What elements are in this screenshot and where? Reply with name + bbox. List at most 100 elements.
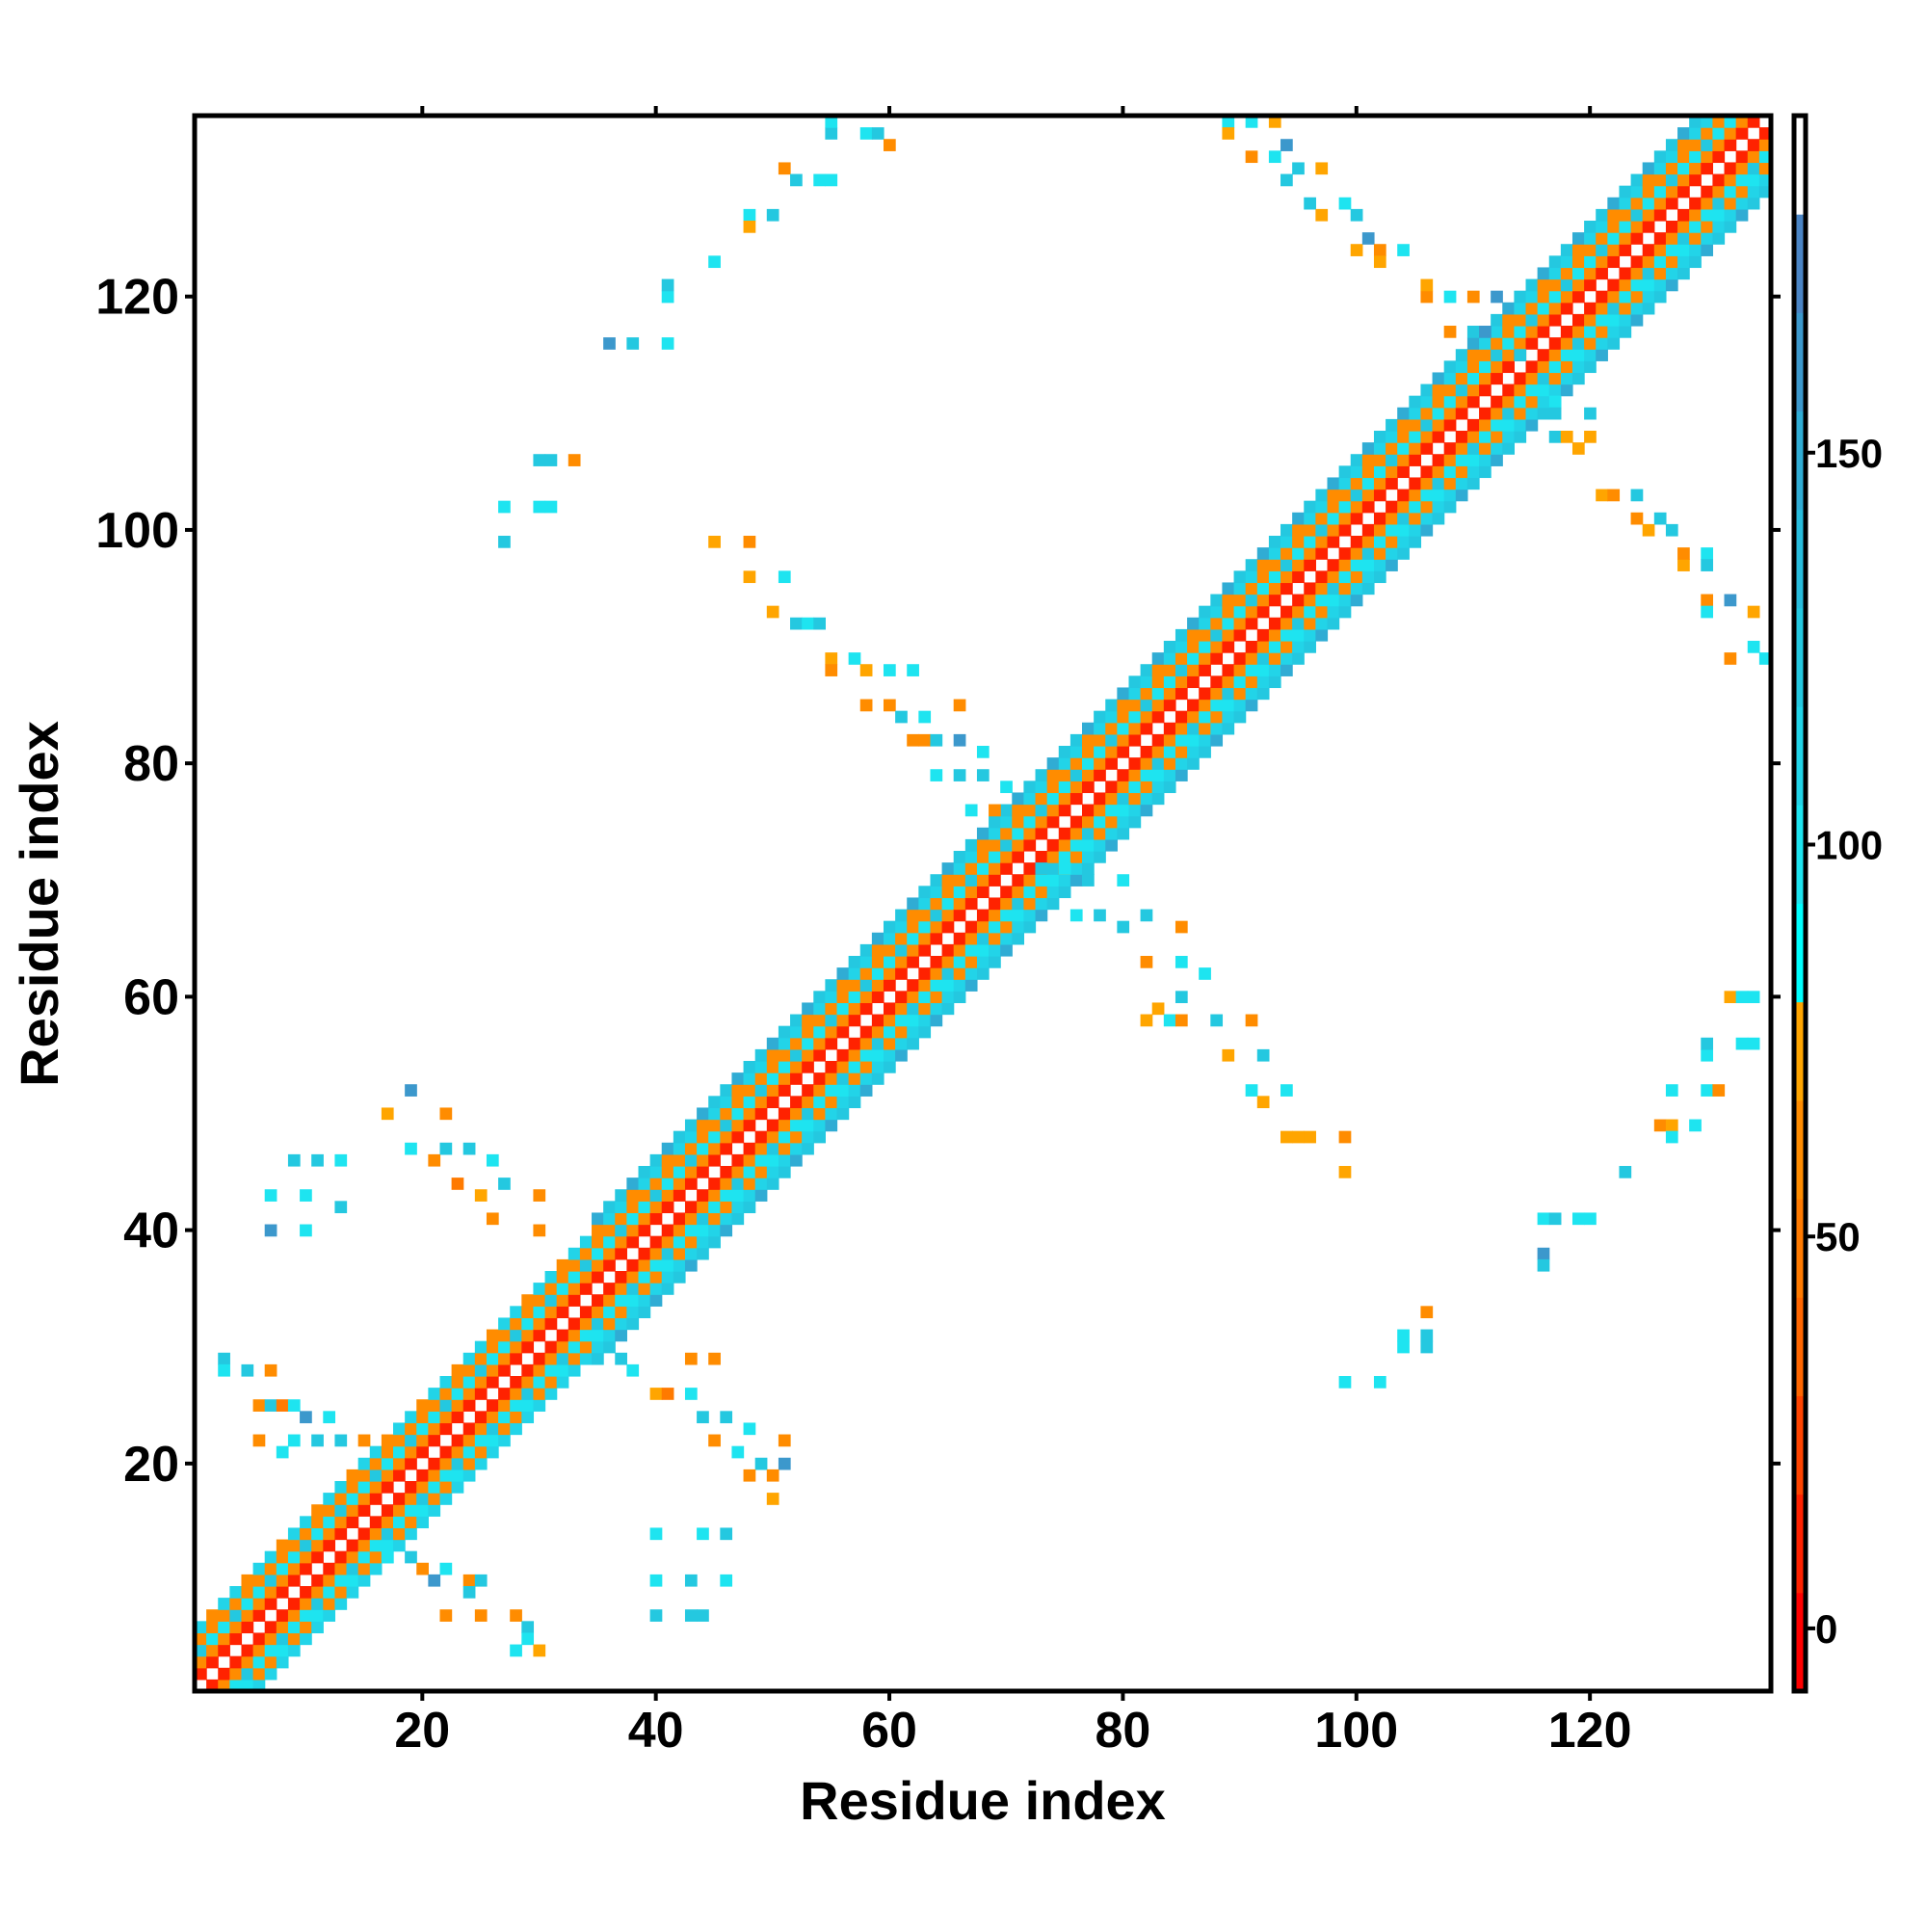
heatmap-cell	[1338, 582, 1352, 595]
heatmap-cell	[462, 1586, 476, 1599]
heatmap-cell	[1653, 255, 1667, 269]
heatmap-cell	[556, 1294, 569, 1307]
heatmap-cell	[1514, 372, 1527, 385]
heatmap-cell	[252, 1667, 266, 1681]
heatmap-cell	[825, 1061, 838, 1073]
heatmap-cell	[1280, 652, 1293, 665]
heatmap-cell	[1268, 675, 1281, 689]
heatmap-cell	[1665, 185, 1678, 198]
heatmap-cell	[521, 1621, 535, 1634]
heatmap-cell	[1455, 349, 1468, 361]
heatmap-cell	[568, 1329, 581, 1342]
heatmap-cell	[323, 1586, 336, 1599]
heatmap-cell	[778, 1130, 791, 1144]
heatmap-cell	[1560, 326, 1573, 338]
heatmap-cell	[1642, 302, 1655, 315]
heatmap-cell	[206, 1655, 219, 1669]
heatmap-cell	[1479, 360, 1491, 374]
heatmap-cell	[754, 1166, 768, 1178]
heatmap-cell	[708, 1189, 721, 1202]
heatmap-cell	[533, 1376, 546, 1389]
heatmap-cell	[1035, 792, 1048, 806]
heatmap-cell	[300, 1189, 312, 1202]
heatmap-cell	[1069, 815, 1083, 829]
heatmap-cell	[1046, 897, 1060, 911]
heatmap-cell	[416, 1399, 429, 1412]
heatmap-cell	[1350, 512, 1363, 525]
heatmap-cell	[264, 1586, 277, 1599]
heatmap-cell	[1280, 173, 1293, 187]
heatmap-cell	[1735, 197, 1749, 210]
heatmap-cell	[276, 1399, 289, 1412]
heatmap-cell	[720, 1119, 733, 1132]
heatmap-cell	[334, 1527, 348, 1541]
heatmap-cell	[1069, 838, 1083, 852]
heatmap-cell	[1315, 208, 1329, 222]
heatmap-cell	[964, 838, 978, 852]
heatmap-cell	[1012, 838, 1025, 852]
heatmap-cell	[1199, 641, 1211, 653]
heatmap-cell	[1571, 349, 1585, 361]
heatmap-cell	[428, 1481, 441, 1494]
heatmap-cell	[638, 1283, 651, 1295]
heatmap-cell	[1128, 733, 1142, 747]
heatmap-cell	[1432, 395, 1445, 409]
heatmap-cell	[1584, 313, 1597, 327]
heatmap-cell	[790, 1142, 803, 1155]
heatmap-cell	[720, 1166, 733, 1178]
heatmap-cell	[1361, 477, 1375, 490]
heatmap-cell	[1000, 838, 1013, 852]
heatmap-cell	[252, 1399, 266, 1412]
heatmap-cell	[1069, 862, 1083, 875]
heatmap-cell	[1386, 418, 1398, 432]
heatmap-cell	[1373, 454, 1386, 466]
heatmap-cell	[825, 1037, 838, 1050]
heatmap-cell	[1724, 116, 1737, 128]
heatmap-cell	[357, 1469, 371, 1482]
heatmap-cell	[462, 1457, 476, 1470]
heatmap-cell	[1233, 687, 1247, 701]
heatmap-cell	[486, 1422, 499, 1436]
heatmap-cell	[346, 1574, 359, 1587]
heatmap-cell	[1350, 244, 1363, 256]
heatmap-cell	[229, 1621, 243, 1634]
heatmap-cell	[1584, 232, 1597, 245]
heatmap-cell	[1163, 733, 1176, 747]
heatmap-cell	[1163, 746, 1176, 758]
heatmap-cell	[300, 1516, 312, 1529]
heatmap-cell	[1373, 477, 1386, 490]
heatmap-cell	[603, 1340, 616, 1354]
heatmap-cell	[638, 1271, 651, 1284]
heatmap-cell	[241, 1574, 254, 1587]
heatmap-cell	[1304, 605, 1316, 619]
heatmap-cell	[357, 1493, 371, 1505]
heatmap-cell	[1525, 313, 1539, 327]
heatmap-cell	[474, 1411, 488, 1424]
heatmap-cell	[953, 699, 966, 712]
heatmap-cell	[1712, 185, 1726, 198]
heatmap-cell	[1596, 349, 1608, 361]
heatmap-cell	[1105, 733, 1118, 747]
heatmap-cell	[1280, 1084, 1293, 1097]
heatmap-cell	[1256, 628, 1270, 642]
heatmap-cell	[1373, 465, 1386, 479]
heatmap-cell	[1397, 418, 1410, 432]
heatmap-cell	[673, 1247, 686, 1260]
heatmap-cell	[1420, 290, 1434, 304]
heatmap-cell	[1701, 208, 1714, 222]
heatmap-cell	[1292, 1130, 1305, 1144]
heatmap-cell	[334, 1574, 348, 1587]
heatmap-cell	[1000, 862, 1013, 875]
heatmap-cell	[1525, 418, 1539, 432]
heatmap-cell	[697, 1189, 709, 1202]
heatmap-cell	[743, 1107, 756, 1121]
heatmap-cell	[930, 967, 943, 980]
heatmap-cell	[1373, 244, 1386, 256]
colorbar-bin	[1794, 1592, 1806, 1692]
heatmap-cell	[1058, 862, 1071, 875]
heatmap-cell	[334, 1493, 348, 1505]
heatmap-cell	[603, 337, 616, 350]
heatmap-cell	[1280, 547, 1293, 560]
heatmap-cell	[778, 1434, 791, 1447]
heatmap-cell	[486, 1411, 499, 1424]
